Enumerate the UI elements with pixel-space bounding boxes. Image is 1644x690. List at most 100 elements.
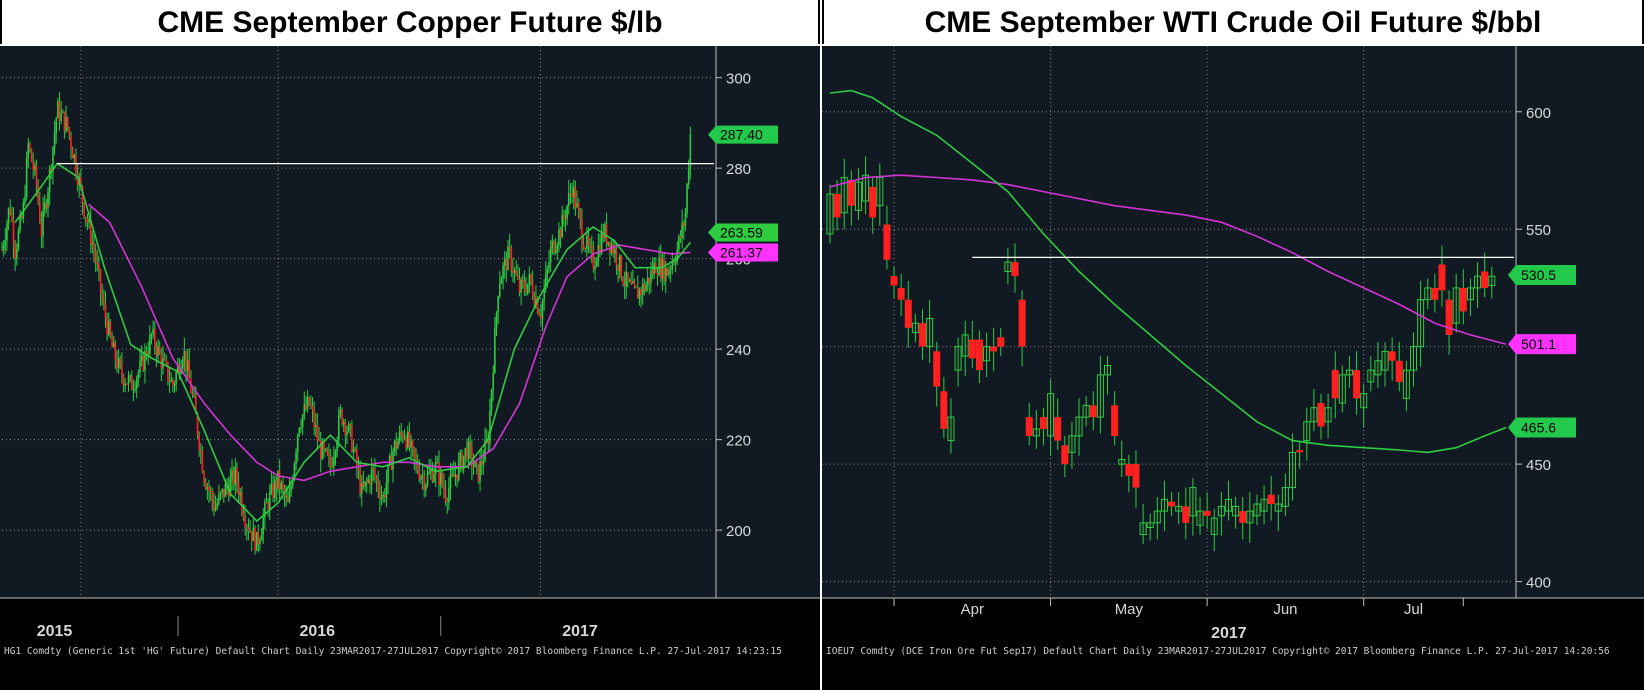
candle-body — [306, 397, 309, 410]
candle-body — [145, 351, 148, 357]
candle-body — [628, 280, 631, 282]
ma-green-price-tag-bg — [1508, 417, 1576, 438]
candle-body — [548, 262, 550, 269]
candle-body — [152, 328, 154, 335]
candle-body — [204, 482, 207, 489]
candle-body-up — [947, 416, 955, 442]
candle-body — [656, 272, 659, 275]
candle-body — [48, 168, 51, 193]
candle-body — [68, 127, 71, 136]
x-tick-label: 2016 — [299, 623, 335, 640]
candle-body-down — [1459, 287, 1467, 312]
candle-body — [277, 470, 279, 490]
copper-chart-panel: CME September Copper Future $/lb 200 220 2… — [0, 0, 820, 690]
candle-body — [313, 410, 315, 428]
candle-body — [245, 527, 248, 529]
candle-body-down — [1054, 417, 1062, 441]
candle-body — [554, 249, 557, 253]
candle-body — [439, 472, 442, 485]
candle-body — [471, 447, 473, 467]
candle-body — [645, 285, 647, 292]
candle-body — [449, 474, 452, 489]
candle-body — [193, 394, 196, 397]
candle-body — [319, 440, 322, 460]
candle-body — [622, 278, 624, 285]
candle-body — [543, 289, 545, 302]
candle-body — [408, 431, 411, 448]
candle-body — [285, 496, 288, 498]
candle-body — [190, 378, 192, 393]
candle-body — [52, 147, 54, 172]
y-tick-label: 200 — [726, 523, 751, 540]
candle-body-up — [1260, 498, 1268, 512]
candle-body-down — [1089, 405, 1097, 418]
candle-body — [109, 321, 112, 337]
candle-body-up — [1196, 510, 1204, 526]
candle-body — [114, 342, 117, 361]
candle-body — [351, 425, 353, 452]
copper-chart-title: CME September Copper Future $/lb — [0, 0, 820, 44]
candle-body — [525, 289, 527, 294]
candle-body — [35, 165, 38, 186]
candle-body — [244, 518, 246, 528]
x-tick-label: 2017 — [562, 623, 598, 640]
candle-body — [272, 483, 274, 499]
candle-body — [602, 231, 605, 239]
last-price-tag-text: 530.5 — [1521, 267, 1556, 283]
candle-body — [459, 452, 462, 461]
candle-body — [314, 425, 317, 428]
candle-body — [201, 450, 204, 473]
candle-body — [589, 245, 591, 247]
candle-body — [295, 452, 297, 464]
candle-body — [615, 248, 618, 266]
candle-body-down — [1039, 417, 1047, 429]
candle-body — [45, 203, 48, 209]
candle-body — [651, 270, 654, 275]
candle-body — [567, 192, 570, 206]
candle-body — [387, 464, 389, 483]
candle-body — [88, 219, 90, 223]
candle-body — [352, 448, 355, 452]
candle-body — [175, 372, 177, 384]
candle-body — [415, 457, 417, 461]
candle-body-down — [1267, 494, 1275, 505]
candle-body — [280, 483, 283, 490]
candle-body — [107, 321, 110, 335]
candle-body — [310, 404, 312, 407]
candle-body-up — [1075, 416, 1083, 437]
candle-body — [641, 283, 644, 295]
candle-body — [538, 312, 541, 316]
candle-body — [431, 469, 434, 482]
candle-body — [17, 230, 20, 250]
oil-chart-title: CME September WTI Crude Oil Future $/bbl — [822, 0, 1644, 44]
candle-body — [671, 262, 674, 269]
candle-body — [104, 303, 107, 318]
candle-body — [469, 441, 472, 448]
candle-body — [30, 149, 33, 162]
candle-body-down — [1018, 299, 1026, 347]
candle-body — [135, 378, 138, 389]
candle-body — [126, 383, 128, 385]
candle-body-up — [1175, 505, 1183, 512]
candle-body — [12, 220, 15, 246]
y-tick-label: 220 — [726, 433, 751, 450]
candle-body — [533, 296, 536, 305]
candle-body — [625, 272, 628, 287]
candle-body — [658, 257, 660, 275]
candle-body — [650, 270, 652, 284]
candle-body — [142, 355, 145, 371]
x-tick-label: Jun — [1273, 601, 1297, 618]
candle-body — [91, 242, 94, 245]
candle-body — [119, 357, 122, 365]
candle-body — [252, 527, 255, 541]
candle-body — [385, 482, 388, 498]
candle-body — [311, 406, 314, 411]
candle-body — [121, 364, 123, 376]
candle-body — [410, 440, 412, 448]
candle-body — [160, 353, 163, 369]
x-tick-label: Jul — [1404, 601, 1423, 618]
candle-body — [411, 440, 414, 448]
candle-body-down — [897, 287, 905, 300]
candle-body — [569, 192, 572, 194]
candle-body — [117, 357, 120, 369]
